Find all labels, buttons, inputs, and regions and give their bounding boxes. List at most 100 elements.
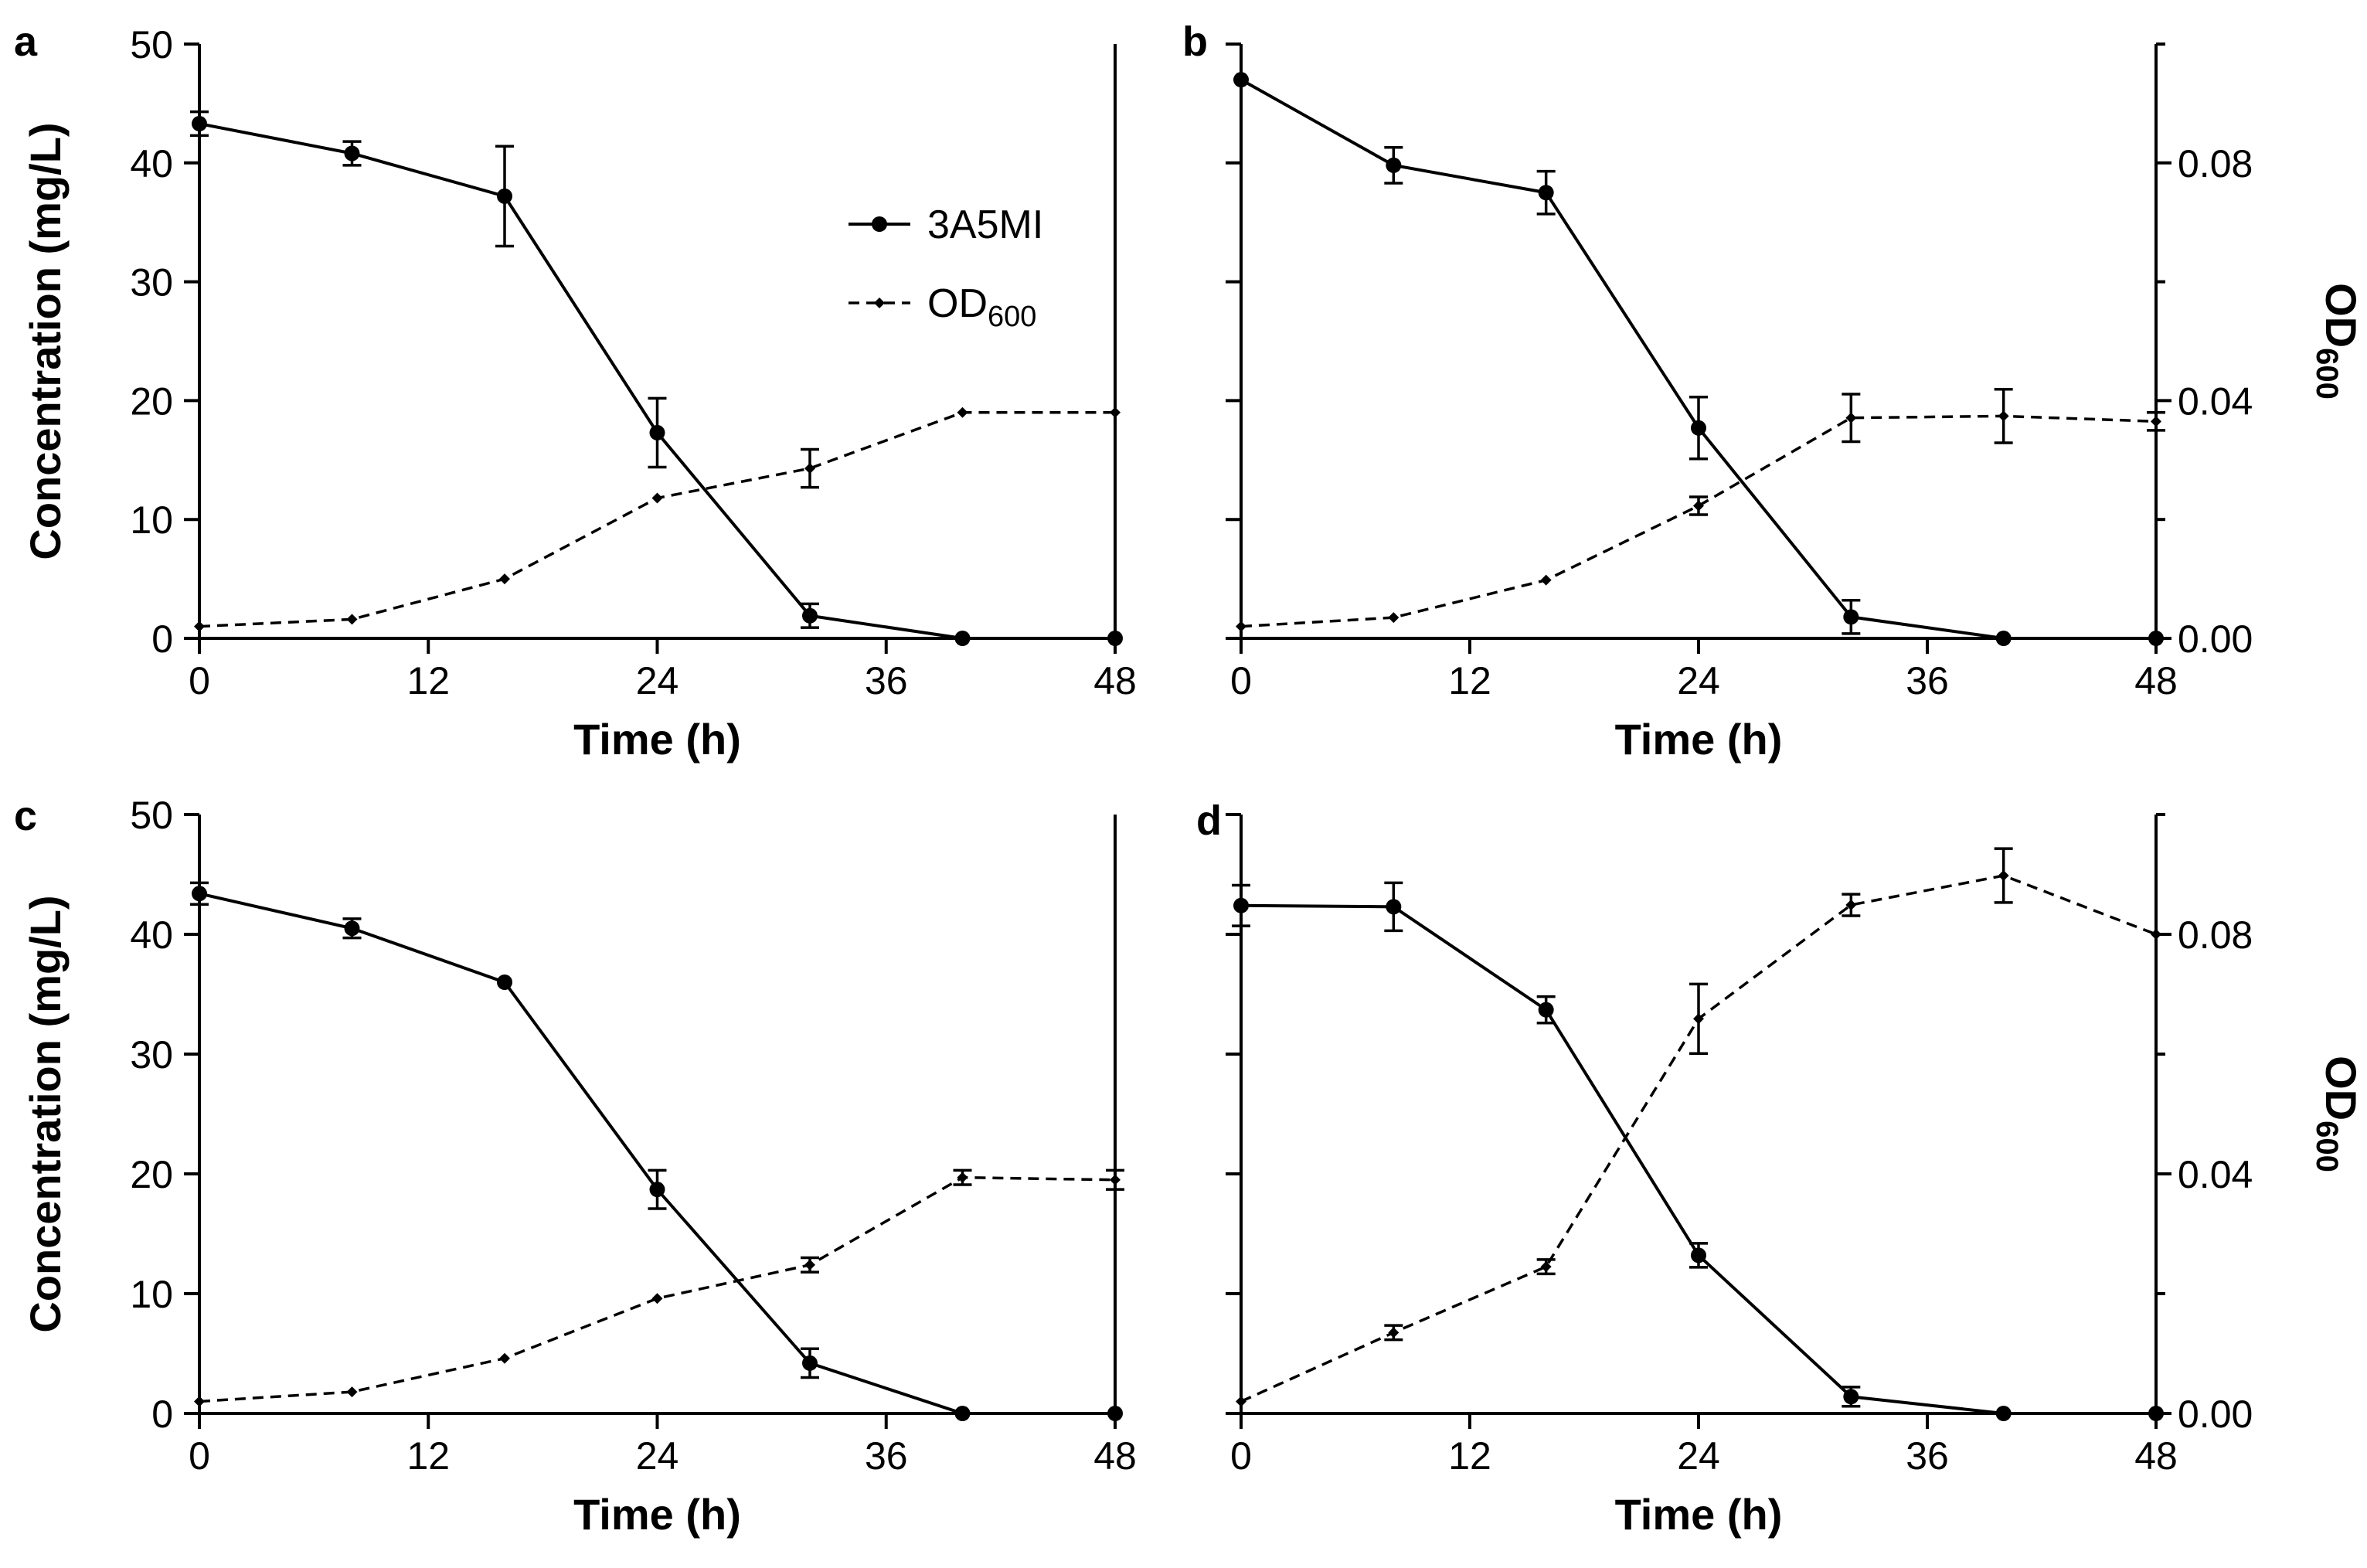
x-axis-title: Time (h)	[573, 1490, 741, 1539]
data-point-3a5mi	[497, 974, 512, 990]
series-line-3a5mi	[199, 122, 1115, 640]
data-point-od600	[1110, 1174, 1121, 1185]
y-tick-label: 10	[130, 498, 173, 542]
data-point-od600	[346, 1386, 358, 1398]
data-point-3a5mi	[1107, 631, 1123, 646]
panel-d: d 0 12 24 36 48 Time (h) 0.00 0.04 0.08 OD600	[1196, 798, 2365, 1539]
data-point-3a5mi	[1386, 899, 1402, 915]
legend-marker-od600	[874, 298, 885, 308]
data-point-3a5mi	[649, 1182, 665, 1198]
data-point-od600	[1236, 621, 1246, 632]
x-tick-label: 0	[189, 659, 210, 702]
data-point-3a5mi	[2148, 631, 2164, 646]
series-line-3a5mi	[199, 892, 1115, 1415]
y2-axis-title: OD600	[2310, 283, 2365, 400]
data-point-od600	[1388, 1327, 1399, 1338]
y-tick-label: 50	[130, 794, 173, 837]
series-line-od600	[1240, 874, 2157, 1403]
y-axis-title: Concentration (mg/L)	[21, 895, 70, 1332]
x-tick-label: 12	[1448, 659, 1491, 702]
data-point-od600	[1998, 870, 2009, 882]
data-point-3a5mi	[344, 145, 360, 162]
y-tick-label: 10	[130, 1273, 173, 1316]
y-axis-title: Concentration (mg/L)	[21, 122, 70, 560]
data-point-3a5mi	[1233, 72, 1249, 88]
y2-tick-label: 0.08	[2178, 913, 2253, 957]
y-tick-label: 40	[130, 142, 173, 185]
panel-letter: c	[14, 793, 37, 839]
data-point-od600	[194, 621, 205, 632]
legend-marker-3a5mi	[872, 216, 887, 232]
data-point-3a5mi	[649, 424, 665, 440]
x-tick-label: 0	[1230, 659, 1252, 702]
data-point-3a5mi	[2148, 1406, 2164, 1421]
y2-tick-label: 0.04	[2178, 379, 2253, 423]
data-point-od600	[651, 492, 663, 504]
data-point-od600	[1693, 1013, 1704, 1025]
panel-b: b 0 12 24 36 48 Time (h) 0.00 0.04 0.08 OD600	[1182, 19, 2365, 764]
x-tick-label: 36	[865, 1434, 908, 1478]
x-tick-label: 12	[406, 1434, 450, 1478]
data-point-3a5mi	[1538, 1002, 1554, 1018]
data-point-od600	[957, 1172, 968, 1183]
x-tick-label: 36	[1906, 1434, 1949, 1478]
y2-tick-label: 0.08	[2178, 142, 2253, 185]
data-point-3a5mi	[344, 920, 360, 937]
data-point-od600	[804, 1259, 815, 1270]
panel-letter: a	[14, 19, 38, 65]
series-line-3a5mi	[1240, 78, 2156, 640]
series-od600	[194, 406, 1121, 632]
series-3a5mi	[190, 110, 1123, 646]
data-point-3a5mi	[1995, 1406, 2012, 1421]
series-3a5mi	[190, 881, 1123, 1421]
y-tick-label: 0	[151, 617, 173, 661]
data-point-3a5mi	[1843, 1389, 1859, 1405]
series-od600	[1236, 847, 2161, 1407]
data-point-3a5mi	[802, 1355, 818, 1371]
data-point-od600	[1110, 406, 1121, 418]
series-od600	[194, 1168, 1124, 1407]
series-od600	[1236, 388, 2165, 632]
panel-c: c 0 12 24 36 48 Time (h) 0 10 20 30 40 50 Concentrati…	[14, 793, 1137, 1539]
data-point-od600	[804, 463, 815, 474]
series-3a5mi	[1232, 881, 2164, 1421]
data-point-od600	[194, 1396, 205, 1407]
x-tick-label: 48	[2134, 1434, 2178, 1478]
x-tick-label: 24	[636, 659, 679, 702]
x-tick-label: 0	[1230, 1434, 1252, 1478]
data-point-3a5mi	[192, 886, 207, 902]
data-point-od600	[957, 406, 968, 418]
legend-label-od600: OD600	[927, 281, 1036, 333]
data-point-3a5mi	[1538, 185, 1554, 201]
x-tick-label: 24	[1677, 1434, 1720, 1478]
x-tick-label: 24	[636, 1434, 679, 1478]
data-point-od600	[1693, 500, 1704, 512]
data-point-3a5mi	[1107, 1406, 1123, 1421]
x-tick-label: 24	[1677, 659, 1720, 702]
series-line-od600	[199, 1175, 1116, 1403]
x-tick-label: 36	[1906, 659, 1949, 702]
data-point-od600	[1540, 574, 1552, 586]
data-point-3a5mi	[1691, 420, 1706, 436]
x-axis-title: Time (h)	[573, 715, 741, 764]
y-tick-label: 30	[130, 261, 173, 304]
data-point-od600	[2151, 929, 2161, 940]
y2-tick-label: 0.00	[2178, 1393, 2253, 1436]
panel-letter: d	[1196, 798, 1222, 844]
data-point-3a5mi	[192, 116, 207, 132]
y2-tick-label: 0.00	[2178, 617, 2253, 661]
data-point-od600	[346, 614, 358, 625]
data-point-od600	[1236, 1396, 1246, 1407]
y-tick-label: 40	[130, 913, 173, 957]
x-tick-label: 0	[189, 1434, 210, 1478]
data-point-3a5mi	[1691, 1247, 1706, 1264]
data-point-3a5mi	[1843, 609, 1859, 625]
y-tick-label: 0	[151, 1393, 173, 1436]
y-tick-label: 20	[130, 1153, 173, 1196]
data-point-3a5mi	[954, 631, 971, 646]
panel-a: a 0 12 24 36 48 Time (h) 0 10 20 30 40 50 Concentrati…	[14, 19, 1137, 764]
x-axis-title: Time (h)	[1615, 1490, 1783, 1539]
data-point-od600	[499, 1352, 510, 1364]
series-line-3a5mi	[1240, 903, 2156, 1415]
data-point-od600	[1540, 1261, 1552, 1273]
